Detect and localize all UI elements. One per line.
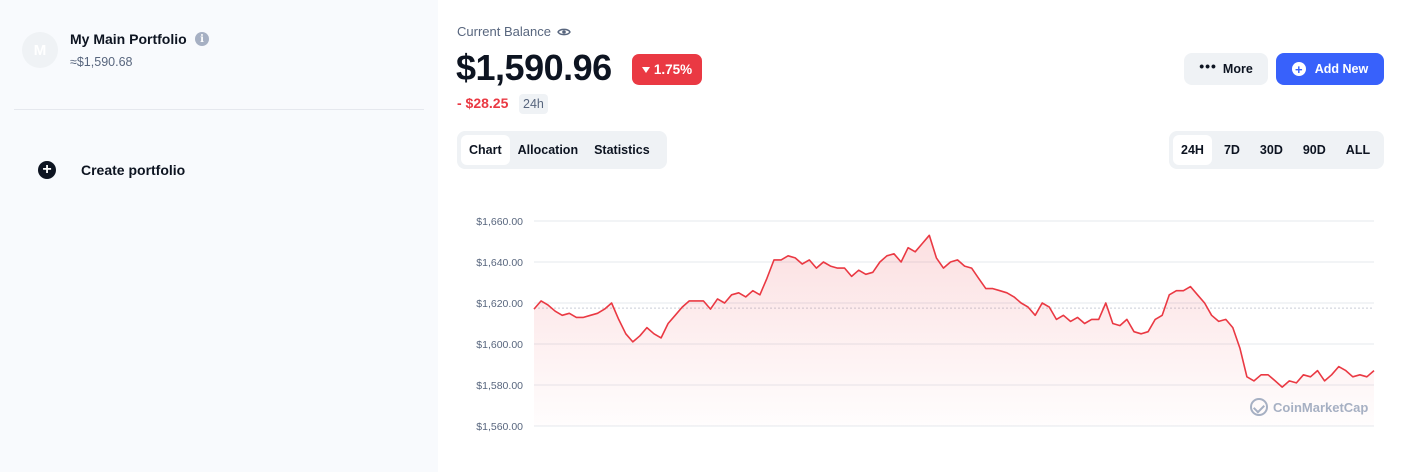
- current-balance-text: Current Balance: [457, 24, 551, 39]
- add-new-button[interactable]: + Add New: [1276, 53, 1384, 85]
- tab-allocation[interactable]: Allocation: [517, 143, 579, 157]
- coinmarketcap-watermark: CoinMarketCap: [1250, 398, 1368, 416]
- portfolio-item[interactable]: M My Main Portfolio i ≈$1,590.68: [14, 22, 424, 110]
- change-period: 24h: [519, 94, 548, 114]
- series-area: [534, 235, 1374, 426]
- y-tick-label: $1,600.00: [476, 339, 523, 351]
- portfolio-name: My Main Portfolio: [70, 31, 187, 47]
- y-tick-label: $1,580.00: [476, 380, 523, 392]
- avatar: M: [22, 32, 58, 68]
- view-tabs: Chart Allocation Statistics: [457, 131, 667, 169]
- range-selector: 24H 7D 30D 90D ALL: [1169, 131, 1384, 169]
- coinmarketcap-logo-icon: [1250, 398, 1268, 416]
- range-90d[interactable]: 90D: [1302, 143, 1326, 157]
- eye-icon[interactable]: [557, 27, 571, 37]
- tab-chart[interactable]: Chart: [461, 135, 510, 165]
- change-percent: 1.75%: [653, 62, 693, 77]
- y-tick-label: $1,620.00: [476, 298, 523, 310]
- range-24h[interactable]: 24H: [1173, 135, 1212, 165]
- portfolio-balance: ≈$1,590.68: [70, 55, 133, 69]
- plus-circle-icon: +: [1291, 62, 1306, 76]
- change-percent-badge: 1.75%: [632, 54, 702, 85]
- tab-statistics[interactable]: Statistics: [594, 143, 650, 157]
- series-line: [533, 234, 1375, 388]
- change-value: - $28.25: [457, 95, 509, 111]
- range-all[interactable]: ALL: [1345, 143, 1371, 157]
- more-dots-icon: •••: [1199, 58, 1217, 74]
- range-30d[interactable]: 30D: [1259, 143, 1283, 157]
- watermark-text: CoinMarketCap: [1273, 399, 1369, 415]
- y-tick-label: $1,560.00: [476, 421, 523, 433]
- create-portfolio-label: Create portfolio: [81, 162, 186, 178]
- add-new-label: Add New: [1314, 62, 1369, 76]
- info-icon[interactable]: i: [195, 32, 209, 46]
- sidebar: M My Main Portfolio i ≈$1,590.68 + Creat…: [0, 0, 438, 472]
- more-label: More: [1222, 62, 1253, 76]
- current-balance-label: Current Balance: [457, 24, 571, 39]
- total-balance: $1,590.96: [456, 47, 612, 88]
- y-tick-label: $1,660.00: [476, 216, 523, 228]
- create-portfolio-button[interactable]: + Create portfolio: [38, 158, 185, 182]
- caret-down-icon: [641, 66, 650, 73]
- y-tick-label: $1,640.00: [476, 257, 523, 269]
- plus-circle-icon: +: [38, 161, 56, 179]
- range-7d[interactable]: 7D: [1223, 143, 1240, 157]
- more-button[interactable]: ••• More: [1184, 53, 1268, 85]
